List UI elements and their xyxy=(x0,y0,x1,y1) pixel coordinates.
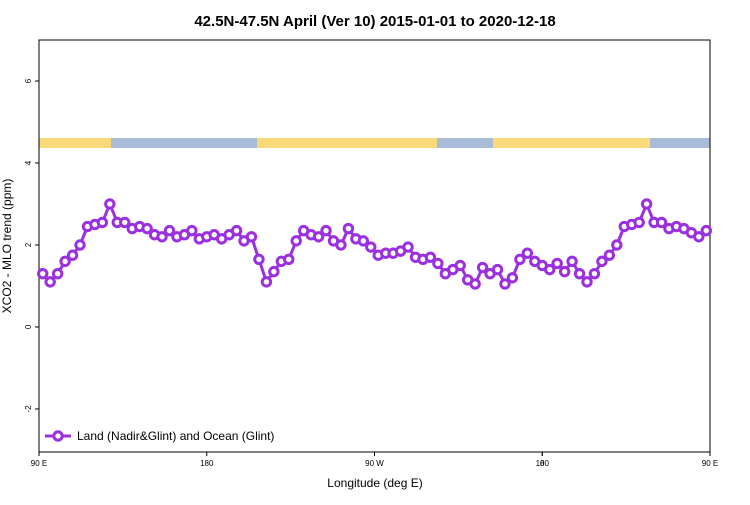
legend-marker xyxy=(52,430,64,442)
point xyxy=(596,255,608,268)
point xyxy=(603,249,616,261)
chart-title: 42.5N-47.5N April (Ver 10) 2015-01-01 to… xyxy=(194,13,555,30)
y-tick-label: -2 xyxy=(24,405,33,413)
point xyxy=(156,231,168,243)
point xyxy=(290,235,302,247)
point xyxy=(230,224,243,237)
point xyxy=(51,267,64,280)
point xyxy=(693,231,705,243)
point xyxy=(44,276,56,288)
point xyxy=(551,257,563,270)
point xyxy=(365,241,377,253)
point xyxy=(506,272,519,284)
point xyxy=(566,255,578,268)
point xyxy=(476,261,489,274)
y-tick-label: 6 xyxy=(24,78,33,83)
legend-label: Land (Nadir&Glint) and Ocean (Glint) xyxy=(77,429,274,443)
land-strip xyxy=(493,138,650,148)
point xyxy=(342,222,355,235)
point xyxy=(633,216,645,229)
point xyxy=(320,224,332,237)
x-tick-label: 180 xyxy=(536,459,550,468)
point xyxy=(514,253,526,266)
point xyxy=(544,263,556,276)
point xyxy=(312,231,325,243)
land-ocean-band xyxy=(39,138,710,148)
point xyxy=(163,224,176,237)
point xyxy=(491,263,504,276)
point xyxy=(357,235,370,247)
x-tick-label: 0 xyxy=(540,459,545,468)
point xyxy=(66,249,79,261)
x-tick-label: 180 xyxy=(200,459,214,468)
point xyxy=(37,267,49,280)
point xyxy=(655,216,668,229)
point xyxy=(469,278,481,290)
point xyxy=(59,255,71,268)
point xyxy=(611,239,623,251)
point xyxy=(424,251,437,263)
point xyxy=(96,216,109,229)
x-tick-label: 90 E xyxy=(31,459,47,468)
y-tick-label: 4 xyxy=(24,160,33,165)
point xyxy=(74,239,86,251)
point xyxy=(268,265,280,278)
point xyxy=(499,278,511,290)
point xyxy=(141,222,153,235)
point xyxy=(402,241,414,253)
y-tick-label: 0 xyxy=(24,324,33,329)
point xyxy=(558,265,571,278)
x-axis-label: Longitude (deg E) xyxy=(327,476,422,490)
point xyxy=(186,224,198,237)
point xyxy=(245,231,258,243)
land-strip xyxy=(39,138,111,148)
y-tick-label: 2 xyxy=(24,242,33,247)
point xyxy=(260,276,273,288)
point xyxy=(588,267,601,280)
point xyxy=(700,224,712,237)
point xyxy=(573,267,586,280)
point xyxy=(104,198,116,210)
point xyxy=(432,257,444,270)
point xyxy=(119,216,131,229)
y-axis-label: XCO2 - MLO trend (ppm) xyxy=(0,179,14,314)
point xyxy=(335,239,347,251)
point xyxy=(521,247,534,259)
x-tick-label: 90 W xyxy=(365,459,384,468)
point xyxy=(283,253,295,266)
point xyxy=(581,276,593,288)
point xyxy=(640,198,653,210)
land-strip xyxy=(257,138,437,148)
point xyxy=(454,259,466,272)
point xyxy=(253,253,265,266)
x-tick-label: 90 E xyxy=(702,459,718,468)
